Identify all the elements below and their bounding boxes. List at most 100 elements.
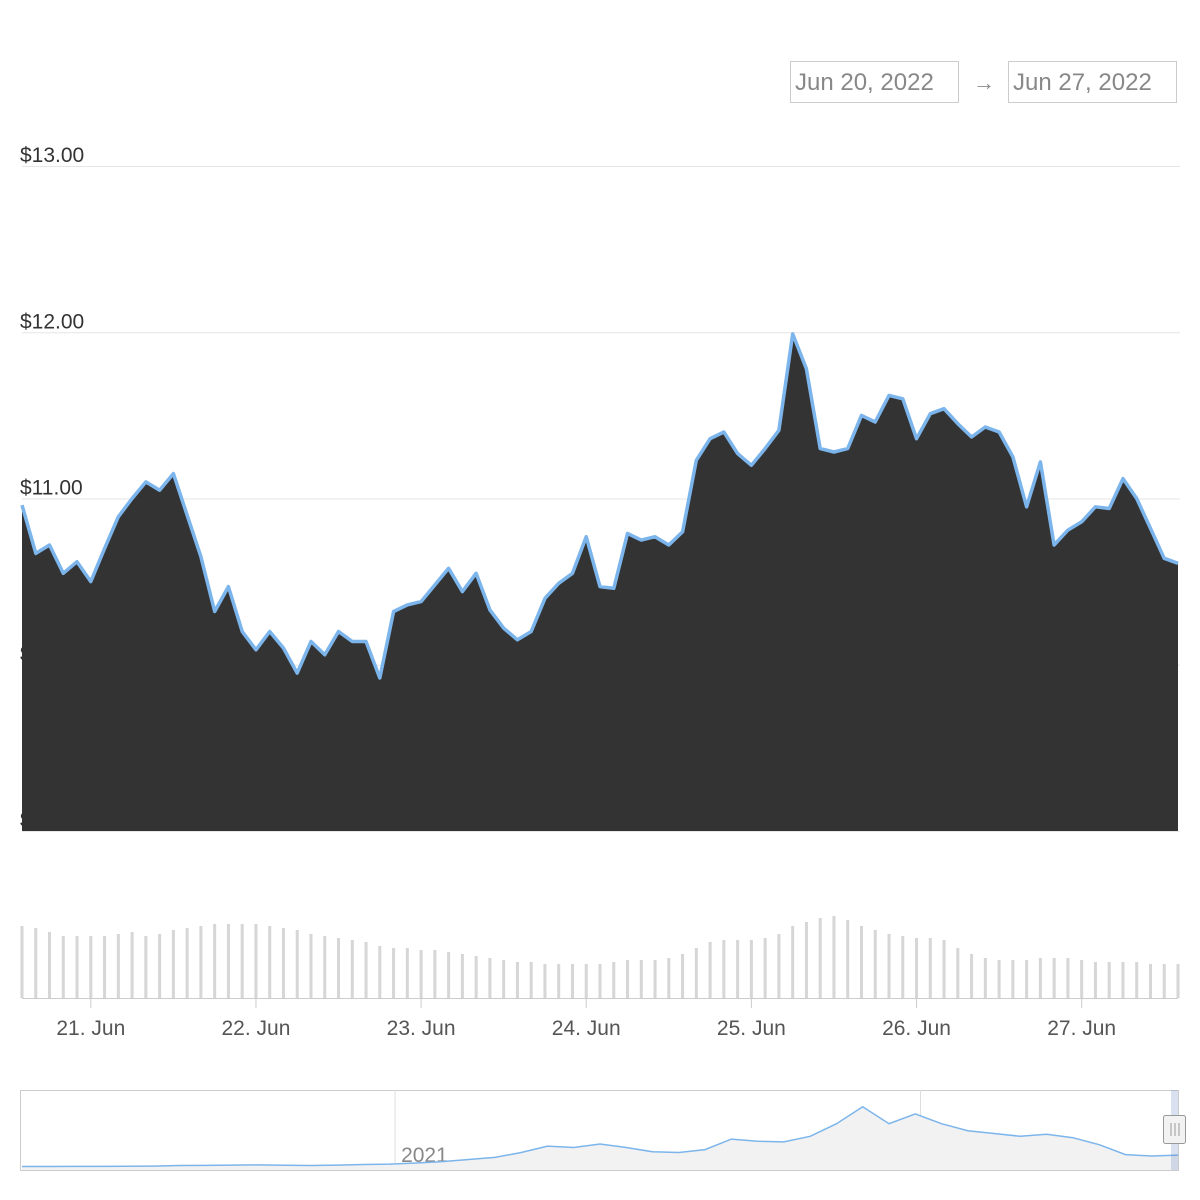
volume-bar [281,928,285,998]
volume-bar [1148,964,1152,998]
volume-bar [763,938,767,998]
volume-bar [61,936,65,998]
date-from[interactable]: Jun 20, 2022 [795,69,934,96]
volume-bar [240,924,244,998]
volume-bar [997,960,1001,998]
volume-bar [1066,958,1070,998]
volume-bar [337,938,341,998]
volume-bar [295,930,299,998]
volume-bar [447,952,451,998]
volume-bar [130,932,134,998]
volume-bar [268,926,272,998]
volume-bar [983,958,987,998]
volume-bar [158,934,162,998]
navigator-area [22,1106,1178,1170]
volume-bar [653,960,657,998]
date-arrow: → [973,70,995,95]
y-tick-label: $13.00 [20,144,84,167]
volume-bar [309,934,313,998]
volume-bar [584,964,588,998]
volume-bar [116,934,120,998]
volume-bar [722,940,726,998]
volume-bar [433,950,437,998]
date-to[interactable]: Jun 27, 2022 [1013,69,1152,96]
volume-bar [694,948,698,998]
volume-bar [887,934,891,998]
volume-bar [859,926,863,998]
volume-bar [1135,962,1139,998]
volume-bar [942,940,946,998]
volume-bar [34,928,38,998]
navigator-line [22,1105,1179,1168]
volume-bar [502,960,506,998]
date-to-input[interactable] [1008,61,1177,103]
date-from-input[interactable] [790,61,959,103]
volume-bar [254,924,258,998]
volume-bar [928,938,932,998]
volume-bar [392,948,396,998]
x-tick-label: 26. Jun [882,1017,951,1040]
volume-bar [364,942,368,998]
volume-bar [543,964,547,998]
volume-bar [626,960,630,998]
volume-bar [736,940,740,998]
volume-bar [791,926,795,998]
volume-bar [667,958,671,998]
x-tick-label: 25. Jun [717,1017,786,1040]
volume-bar [488,958,492,998]
volume-bar [419,950,423,998]
volume-bar [75,936,79,998]
volume-bar [598,964,602,998]
volume-bar [639,960,643,998]
y-tick-label: $12.00 [20,310,84,333]
volume-bar [1121,962,1125,998]
volume-bar [185,928,189,998]
volume-bar [529,962,533,998]
x-tick-label: 21. Jun [56,1017,125,1040]
volume-bar [846,920,850,998]
volume-bar [1038,958,1042,998]
volume-bar [405,948,409,998]
y-tick-label: $11.00 [20,477,83,500]
volume-bar [1162,964,1166,998]
volume-bar [832,916,836,998]
volume-bar [804,922,808,998]
volume-bar [557,964,561,998]
volume-bar [213,924,217,998]
volume-bar [199,926,203,998]
volume-bar [350,940,354,998]
volume-bar [1176,964,1180,998]
volume-bar [681,954,685,998]
volume-bar [818,918,822,998]
x-tick-label: 23. Jun [387,1017,456,1040]
volume-bar [970,954,974,998]
volume-bar [460,954,464,998]
volume-bar [20,926,24,998]
x-tick-label: 24. Jun [552,1017,621,1040]
volume-bar [1011,960,1015,998]
volume-bar [1052,958,1056,998]
volume-bar [901,936,905,998]
volume-bar [1025,960,1029,998]
x-tick-label: 27. Jun [1047,1017,1116,1040]
volume-bar [570,964,574,998]
volume-bar [915,938,919,998]
volume-bar [226,924,230,998]
volume-bar [1107,962,1111,998]
volume-bar [171,930,175,998]
volume-bar [474,956,478,998]
volume-bar [89,936,93,998]
volume-bar [873,930,877,998]
volume-bar [612,962,616,998]
volume-bar [1080,960,1084,998]
volume-bar [48,932,52,998]
volume-bar [323,936,327,998]
volume-bar [1093,962,1097,998]
x-tick-label: 22. Jun [222,1017,291,1040]
volume-bar [956,948,960,998]
area-fill [22,333,1178,831]
volume-bar [144,936,148,998]
volume-bar [708,942,712,998]
